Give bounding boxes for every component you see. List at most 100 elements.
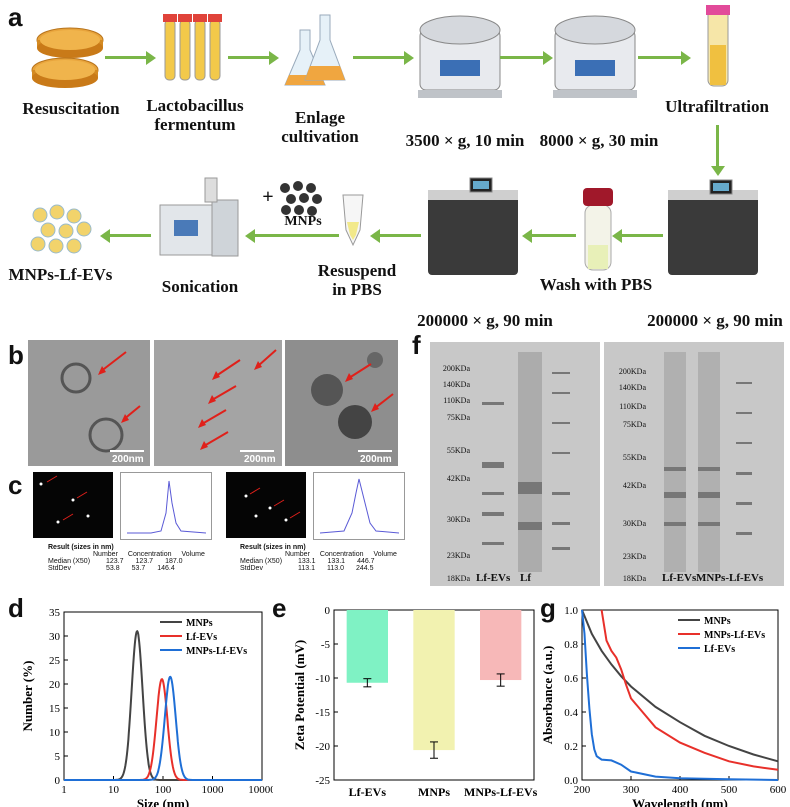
panel-label-g: g xyxy=(540,593,556,623)
x-tick-label: 200 xyxy=(574,784,591,796)
nta-header: Number xyxy=(93,551,118,558)
series-line xyxy=(581,609,779,781)
gel-lane-label: MNPs-Lf-EVs xyxy=(696,572,764,584)
nta-result-right: Result (sizes in nm) Number Concentratio… xyxy=(240,544,420,572)
y-axis-label: Number (%) xyxy=(20,661,35,732)
flow-arrow-head xyxy=(612,229,622,243)
plot-frame xyxy=(63,611,263,781)
step-resuspend-line1: Resuspend xyxy=(317,261,397,280)
nta-cell: 187.0 xyxy=(165,558,183,565)
nta-header: Concentration xyxy=(127,551,172,558)
flow-arrow-head xyxy=(146,51,156,65)
scale-text: 200nm xyxy=(112,454,144,465)
flasks-icon xyxy=(284,14,346,86)
petri-dish-icon xyxy=(31,27,104,88)
nta-row-label: StdDev xyxy=(240,565,263,572)
panel-label-d: d xyxy=(8,593,24,623)
gel-marker-label: 110KDa xyxy=(443,396,470,405)
y-tick-label: -25 xyxy=(315,775,330,787)
flow-arrow-head xyxy=(681,51,691,65)
step-spin2: 8000 × g, 30 min xyxy=(539,131,659,150)
nta-header: Concentration xyxy=(319,551,364,558)
nta-cell: 133.1 xyxy=(327,558,346,565)
gel-marker-label: 55KDa xyxy=(622,453,646,462)
step-lactobacillus: Lactobacillus fermentum xyxy=(140,96,250,134)
step-ultra2: 200000 × g, 90 min xyxy=(647,311,783,330)
gel-marker-label: 55KDa xyxy=(446,446,470,455)
step-enlarge: Enlage cultivation xyxy=(281,108,359,146)
gel-lane-label: Lf-EVs xyxy=(476,572,511,584)
nta-row-label: Median (X50) xyxy=(48,558,91,565)
tem-image-mnps xyxy=(154,340,282,466)
y-tick-label: 10 xyxy=(49,727,61,739)
x-axis-label: Wavelength (nm) xyxy=(632,796,728,807)
legend-label: MNPs-Lf-EVs xyxy=(704,630,765,641)
series-line xyxy=(581,609,779,763)
sonicator-icon xyxy=(159,177,239,257)
step-resuspend-line2: in PBS xyxy=(332,279,382,299)
y-tick-label: 20 xyxy=(49,679,61,691)
nta-cell: 53.7 xyxy=(131,565,146,572)
gel-marker-label: 18KDa xyxy=(446,574,470,583)
gel-marker-label: 140KDa xyxy=(618,383,646,392)
nta-cell: 123.7 xyxy=(106,558,124,565)
flow-arrow-head xyxy=(100,229,110,243)
series-line xyxy=(600,609,779,771)
tem-image-mnps-lf-evs xyxy=(285,340,398,466)
x-tick-label: 1000 xyxy=(202,784,225,796)
nta-result-left: Result (sizes in nm) Number Concentratio… xyxy=(48,544,228,572)
gel-marker-label: 42KDa xyxy=(446,474,470,483)
scale-bar xyxy=(110,450,144,452)
centrifuge-icon xyxy=(418,15,502,98)
gel-marker-label: 200KDa xyxy=(618,367,646,376)
x-tick-label: 10000 xyxy=(248,784,273,796)
flow-arrow xyxy=(500,56,544,59)
scale-text: 200nm xyxy=(244,454,276,465)
absorbance-chart: 200 300 400 500 600 0.0 0.2 0.4 0.6 0.8 1.0 Wavelen… xyxy=(540,605,787,807)
panel-label-b: b xyxy=(8,340,24,370)
nta-cell: 113.1 xyxy=(298,565,315,572)
nta-row-label: StdDev xyxy=(48,565,71,572)
y-tick-label: 0.4 xyxy=(564,707,578,719)
step-spin1: 3500 × g, 10 min xyxy=(405,131,525,150)
x-tick-label: Lf-EVs xyxy=(349,785,387,799)
flow-arrow xyxy=(353,56,405,59)
nta-header: Volume xyxy=(181,551,205,558)
step-resuscitation: Resuscitation xyxy=(22,99,120,118)
gel-marker-label: 200KDa xyxy=(442,364,470,373)
x-tick-label: 500 xyxy=(721,784,738,796)
x-tick-label: 100 xyxy=(155,784,172,796)
y-tick-label: 35 xyxy=(49,607,61,619)
flow-arrow-head xyxy=(711,166,725,176)
nta-header: Number xyxy=(285,551,310,558)
ultracentrifuge-icon xyxy=(428,177,518,275)
centrifuge-icon xyxy=(553,15,637,98)
x-axis-label: Size (nm) xyxy=(137,796,189,807)
nta-result-title: Result (sizes in nm) xyxy=(240,544,306,551)
nta-size-chart-left xyxy=(120,472,212,540)
nta-cell: 146.4 xyxy=(157,565,175,572)
nta-header: Volume xyxy=(373,551,397,558)
y-tick-label: 0.0 xyxy=(564,775,578,787)
gel-marker-label: 140KDa xyxy=(442,380,470,389)
legend-label: MNPs xyxy=(186,618,213,629)
bar xyxy=(480,610,522,681)
gel-lane-label: Lf-EVs xyxy=(662,572,697,584)
flow-arrow-head xyxy=(522,229,532,243)
legend-label: Lf-EVs xyxy=(704,644,735,655)
nta-row-label: Median (X50) xyxy=(240,558,283,565)
ev-particles-icon xyxy=(30,204,92,254)
panel-label-f: f xyxy=(412,330,421,360)
gel-marker-label: 42KDa xyxy=(622,481,646,490)
gel-right xyxy=(604,342,784,586)
step-resuspend: Resuspend in PBS xyxy=(312,261,402,299)
y-tick-label: -20 xyxy=(315,741,330,753)
nta-image-left xyxy=(33,472,113,538)
panel-label-e: e xyxy=(272,593,287,623)
gel-marker-label: 75KDa xyxy=(622,420,646,429)
legend-label: MNPs-Lf-EVs xyxy=(186,646,247,657)
nta-size-chart-right xyxy=(313,472,405,540)
y-tick-label: -5 xyxy=(321,639,331,651)
flow-arrow xyxy=(228,56,270,59)
y-tick-label: 0 xyxy=(325,605,331,617)
